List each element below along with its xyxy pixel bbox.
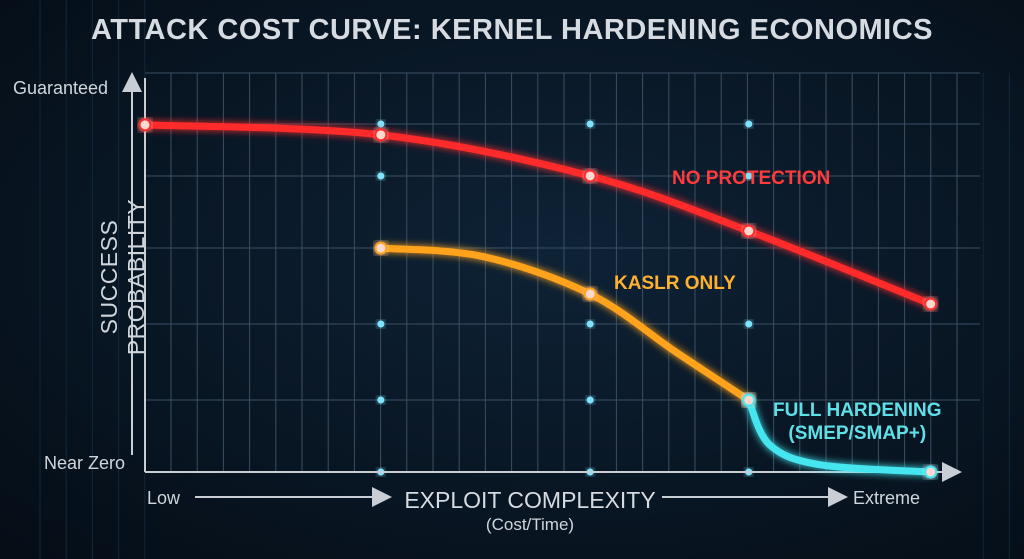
- data-point-full-hardening: [924, 465, 938, 479]
- grid: [39, 0, 1010, 559]
- highlight-dot: [377, 120, 385, 128]
- data-point-no-protection: [583, 169, 597, 183]
- series-label-full-hardening-line1: FULL HARDENING: [773, 400, 942, 421]
- data-point-kaslr-only: [583, 287, 597, 301]
- series-label-no-protection: NO PROTECTION: [672, 168, 831, 189]
- highlight-dot: [745, 120, 753, 128]
- highlight-dot: [586, 396, 594, 404]
- highlight-dot: [586, 320, 594, 328]
- data-point-no-protection: [924, 297, 938, 311]
- data-point-no-protection: [742, 224, 756, 238]
- series-line-no-protection: [141, 121, 935, 308]
- x-tick-low: Low: [147, 488, 181, 508]
- highlight-dot: [745, 172, 753, 180]
- series-label-kaslr: KASLR ONLY: [614, 273, 736, 294]
- series-label-full-hardening-line2: (SMEP/SMAP+): [788, 423, 927, 444]
- x-axis-label: EXPLOIT COMPLEXITY: [404, 487, 656, 513]
- y-axis-label: SUCCESS PROBABILITY: [96, 198, 149, 356]
- chart-title: ATTACK COST CURVE: KERNEL HARDENING ECON…: [90, 14, 934, 46]
- data-point-no-protection: [374, 128, 388, 142]
- series-line-full-hardening: [745, 396, 935, 476]
- highlight-dot: [377, 172, 385, 180]
- x-axis-sublabel: (Cost/Time): [485, 515, 575, 534]
- data-point-no-protection: [138, 118, 152, 132]
- y-tick-low: Near Zero: [44, 453, 126, 473]
- series-group: [138, 118, 938, 479]
- highlight-dot: [377, 320, 385, 328]
- highlight-dot: [745, 320, 753, 328]
- y-tick-high: Guaranteed: [13, 78, 109, 98]
- highlight-dot: [377, 396, 385, 404]
- x-tick-high: Extreme: [853, 488, 921, 508]
- series-label-full-hardening: FULL HARDENING (SMEP/SMAP+): [773, 399, 942, 445]
- data-point-full-hardening: [742, 393, 756, 407]
- highlight-dot: [586, 120, 594, 128]
- data-point-kaslr-only: [374, 241, 388, 255]
